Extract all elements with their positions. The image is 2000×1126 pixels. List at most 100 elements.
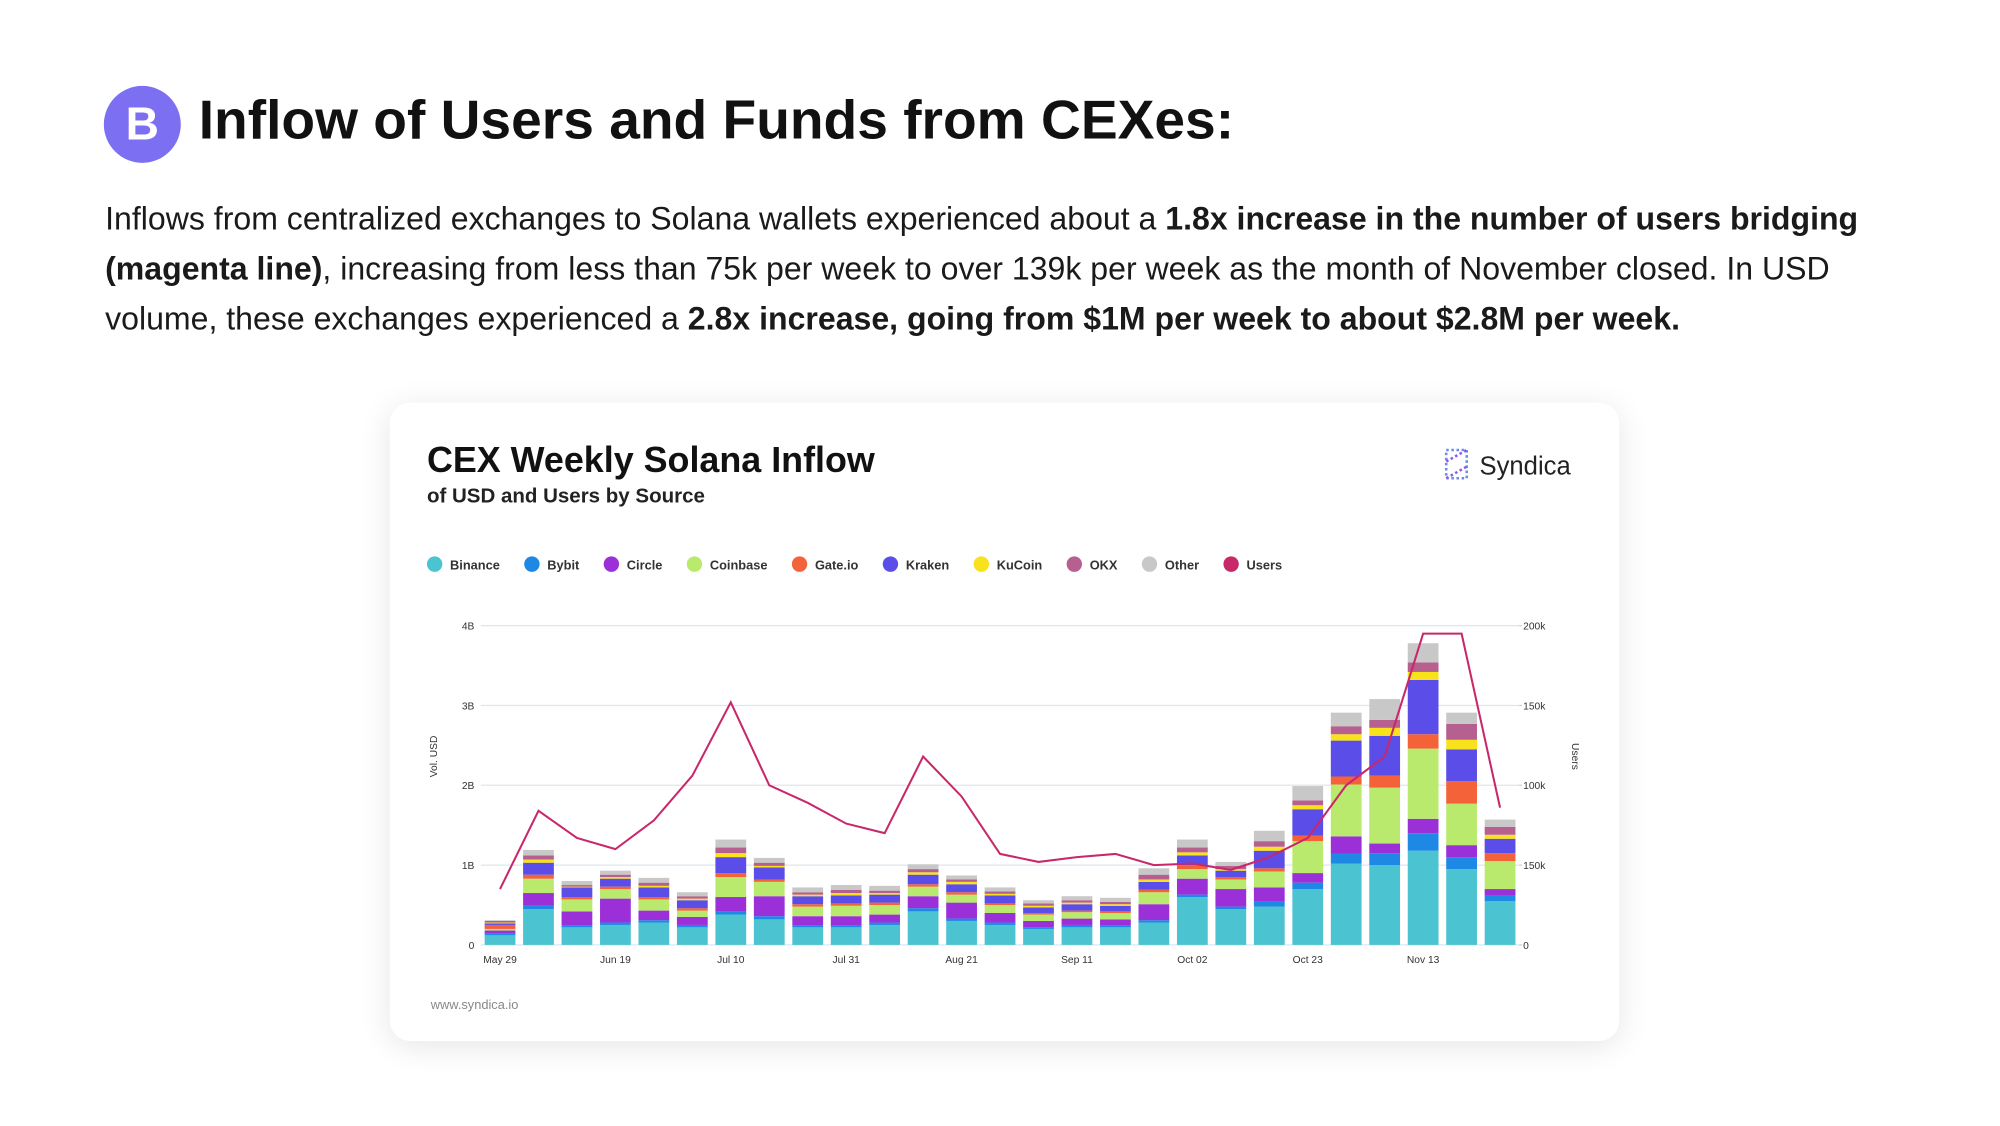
bar-segment: [946, 902, 977, 919]
bar-segment: [1407, 734, 1439, 749]
legend-label: Gate.io: [815, 557, 859, 572]
bar-segment: [1330, 734, 1362, 741]
legend-swatch: [973, 556, 990, 572]
text-run: 1.8x increase in the number of users bri…: [105, 201, 1859, 288]
bar-segment: [561, 899, 593, 912]
brand-logo: [1444, 448, 1469, 480]
bar-segment: [984, 905, 1016, 913]
bar-segment: [484, 922, 516, 924]
bar-segment: [1253, 850, 1285, 869]
bar-segment: [1330, 740, 1362, 777]
chart-subtitle: of USD and Users by Source: [427, 485, 705, 508]
bar-segment: [1061, 912, 1093, 919]
bar-segment: [715, 857, 747, 874]
bar-segment: [523, 855, 554, 860]
bar-segment: [1138, 879, 1170, 882]
bar-segment: [1446, 739, 1477, 750]
bar-segment: [1215, 889, 1247, 907]
bar-segment: [676, 908, 708, 911]
bar-segment: [792, 904, 824, 907]
bar-segment: [1215, 877, 1247, 880]
paragraph: Inflows from centralized exchanges to So…: [105, 195, 1913, 345]
bar-segment: [600, 877, 631, 879]
x-tick-label: Oct 23: [1293, 955, 1323, 966]
bar-segment: [830, 893, 862, 896]
bar-segment: [1023, 928, 1054, 945]
bar-segment: [676, 898, 708, 901]
bar-segment: [1253, 830, 1285, 842]
bar-segment: [753, 916, 785, 920]
bar-segment: [1484, 901, 1516, 945]
bar-segment: [907, 864, 939, 870]
bar-segment: [561, 925, 593, 928]
bar-segment: [946, 892, 977, 895]
bar-segment: [1215, 870, 1247, 878]
bar-segment: [1369, 727, 1401, 736]
bar-segment: [984, 891, 1016, 894]
bar-segment: [676, 910, 708, 917]
y2-tick-label: 0: [1523, 941, 1529, 952]
bar-segment: [1484, 819, 1516, 827]
bar-segment: [1215, 879, 1247, 890]
bar-segment: [1484, 838, 1516, 854]
bar-segment: [600, 878, 631, 887]
x-tick-label: Aug 21: [945, 955, 978, 966]
bar-segment: [1061, 900, 1093, 903]
bar-segment: [1407, 833, 1439, 851]
bar-segment: [676, 900, 708, 909]
bar-segment: [1138, 892, 1170, 905]
bar-segment: [753, 867, 785, 880]
bar-segment: [1176, 839, 1208, 848]
x-tick-label: Jun 19: [600, 955, 631, 966]
bar-segment: [715, 873, 747, 878]
bar-segment: [484, 933, 516, 936]
bar-segment: [715, 853, 747, 858]
bar-segment: [638, 882, 670, 886]
bar-segment: [907, 896, 939, 909]
users-line: [499, 632, 1502, 890]
bar-segment: [869, 914, 901, 923]
bar-segment: [830, 916, 862, 926]
bar-segment: [792, 892, 824, 895]
bar-segment: [830, 925, 862, 928]
bar-segment: [1023, 907, 1054, 913]
legend-swatch: [791, 556, 808, 572]
bar-segment: [1407, 643, 1439, 663]
bar-segment: [676, 927, 708, 945]
bar-segment: [1138, 874, 1170, 880]
bar-segment: [907, 872, 939, 875]
bar-segment: [1100, 919, 1131, 926]
legend-label: Users: [1247, 557, 1283, 572]
bar-segment: [1176, 878, 1208, 895]
bar-segment: [1100, 905, 1131, 912]
bar-segment: [638, 899, 670, 911]
y-axis-title: Vol. USD: [429, 736, 440, 778]
legend-label: KuCoin: [997, 557, 1043, 572]
bar-segment: [1484, 861, 1516, 890]
bar-segment: [1292, 805, 1324, 810]
bar-segment: [946, 918, 977, 921]
bar-segment: [984, 922, 1016, 925]
bar-segment: [1330, 776, 1362, 785]
bar-segment: [1369, 775, 1401, 788]
legend-swatch: [1223, 556, 1239, 572]
bar-segment: [946, 884, 977, 893]
bar-segment: [984, 903, 1016, 906]
bar-segment: [1292, 800, 1324, 806]
x-tick-label: May 29: [483, 955, 517, 966]
bar-segment: [561, 881, 593, 886]
bar-segment: [561, 897, 593, 900]
bar-segment: [984, 912, 1016, 923]
bar-segment: [1138, 922, 1170, 945]
y2-tick-label: 150k: [1523, 701, 1546, 712]
bar-segment: [753, 865, 785, 868]
bar-segment: [676, 916, 708, 925]
bar-segment: [484, 924, 516, 929]
bar-segment: [523, 905, 554, 909]
legend-swatch: [882, 556, 899, 572]
bar-segment: [1253, 846, 1285, 851]
bar-segment: [561, 886, 593, 888]
bar-segment: [1176, 855, 1208, 866]
bar-segment: [984, 895, 1016, 904]
